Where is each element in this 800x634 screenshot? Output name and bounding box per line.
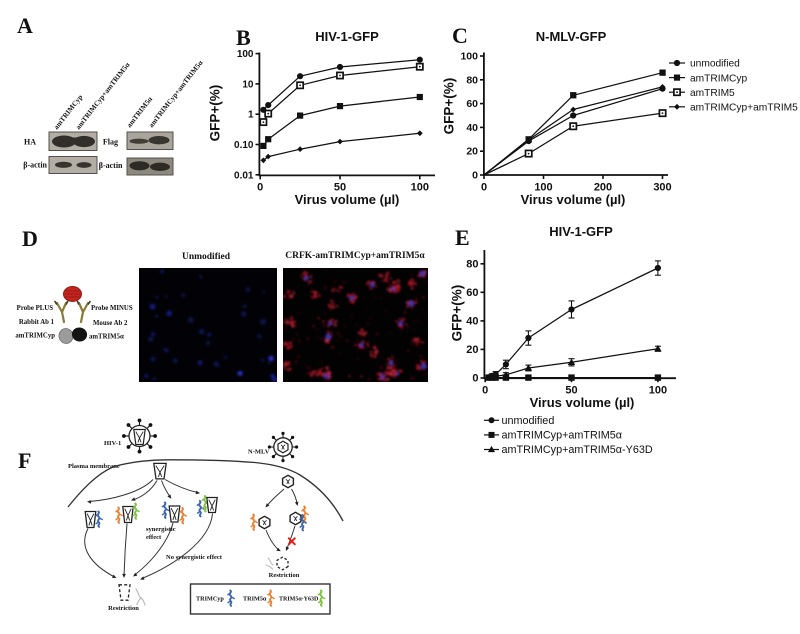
svg-text:amTRIMCyp+amTRIM5α: amTRIMCyp+amTRIM5α (502, 430, 623, 442)
svg-text:HIV-1-GFP: HIV-1-GFP (315, 29, 379, 44)
svg-text:50: 50 (334, 182, 346, 194)
svg-text:β-actin: β-actin (23, 161, 47, 170)
svg-text:100: 100 (411, 182, 429, 194)
svg-text:Restriction: Restriction (269, 572, 300, 579)
svg-text:N-MLV-GFP: N-MLV-GFP (536, 29, 607, 44)
svg-text:Probe PLUS: Probe PLUS (17, 305, 54, 312)
svg-text:A: A (17, 13, 33, 38)
svg-text:amTRIM5: amTRIM5 (690, 88, 735, 99)
svg-text:TRIM5α: TRIM5α (243, 596, 267, 603)
svg-text:40: 40 (466, 315, 478, 327)
svg-text:80: 80 (466, 258, 478, 270)
svg-text:No synergistic effect: No synergistic effect (166, 554, 223, 561)
svg-text:GFP+(%): GFP+(%) (450, 285, 465, 342)
svg-text:HIV-1: HIV-1 (104, 440, 121, 447)
svg-text:300: 300 (653, 182, 671, 194)
svg-text:HA: HA (24, 138, 36, 147)
svg-text:Mouse Ab 2: Mouse Ab 2 (93, 320, 128, 327)
svg-text:synergistic: synergistic (146, 526, 176, 533)
svg-text:TRIMCyp: TRIMCyp (196, 596, 224, 603)
svg-text:0.01: 0.01 (234, 170, 254, 181)
svg-text:C: C (452, 23, 468, 48)
svg-text:Virus volume (µl): Virus volume (µl) (530, 395, 635, 410)
svg-text:amTRIMCyp+amTRIM5: amTRIMCyp+amTRIM5 (690, 103, 798, 114)
svg-text:GFP+(%): GFP+(%) (442, 78, 457, 135)
svg-text:Restriction: Restriction (108, 605, 139, 612)
svg-text:unmodified: unmodified (502, 415, 555, 427)
svg-text:GFP+(%): GFP+(%) (208, 85, 223, 142)
svg-text:B: B (236, 25, 251, 50)
svg-text:1: 1 (248, 110, 254, 121)
svg-text:β-actin: β-actin (99, 161, 123, 170)
svg-text:100: 100 (649, 385, 667, 397)
svg-text:amTRIMCyp+amTRIM5α-Y63D: amTRIMCyp+amTRIM5α-Y63D (502, 444, 653, 456)
svg-text:CRFK-amTRIMCyp+amTRIM5α: CRFK-amTRIMCyp+amTRIM5α (285, 251, 425, 261)
svg-text:Virus volume (µl): Virus volume (µl) (521, 192, 626, 207)
svg-text:0.10: 0.10 (234, 140, 254, 151)
svg-text:0: 0 (472, 170, 478, 182)
svg-text:unmodified: unmodified (690, 59, 740, 70)
svg-text:200: 200 (594, 182, 612, 194)
svg-text:amTRIMCyp: amTRIMCyp (15, 333, 55, 340)
svg-text:Flag: Flag (103, 138, 118, 147)
svg-text:effect: effect (146, 534, 162, 541)
svg-text:100: 100 (534, 182, 552, 194)
svg-text:40: 40 (466, 122, 478, 134)
svg-text:60: 60 (466, 98, 478, 110)
svg-text:amTRIMCyp: amTRIMCyp (690, 73, 747, 84)
svg-text:TRIM5α-Y63D: TRIM5α-Y63D (279, 597, 319, 603)
svg-text:80: 80 (466, 74, 478, 86)
svg-text:N-MLV: N-MLV (248, 449, 270, 456)
svg-text:100: 100 (237, 49, 254, 60)
svg-text:10: 10 (242, 79, 254, 90)
svg-text:Probe MINUS: Probe MINUS (91, 305, 133, 312)
svg-text:amTRIM5α: amTRIM5α (89, 334, 124, 341)
svg-text:0: 0 (481, 182, 487, 194)
svg-text:E: E (455, 225, 470, 250)
svg-text:60: 60 (466, 287, 478, 299)
svg-text:50: 50 (565, 385, 577, 397)
svg-text:100: 100 (460, 51, 478, 63)
svg-text:0: 0 (257, 182, 263, 194)
svg-text:HIV-1-GFP: HIV-1-GFP (549, 224, 613, 239)
svg-text:D: D (22, 226, 38, 251)
svg-text:0: 0 (472, 373, 478, 385)
svg-text:20: 20 (466, 344, 478, 356)
svg-text:Rabbit Ab 1: Rabbit Ab 1 (19, 319, 55, 326)
svg-text:Unmodified: Unmodified (182, 252, 231, 262)
svg-text:0: 0 (482, 385, 488, 397)
svg-text:20: 20 (466, 146, 478, 158)
svg-text:Plasma membrane: Plasma membrane (68, 463, 120, 470)
svg-text:F: F (18, 448, 31, 473)
svg-text:Virus volume (µl): Virus volume (µl) (295, 192, 400, 207)
